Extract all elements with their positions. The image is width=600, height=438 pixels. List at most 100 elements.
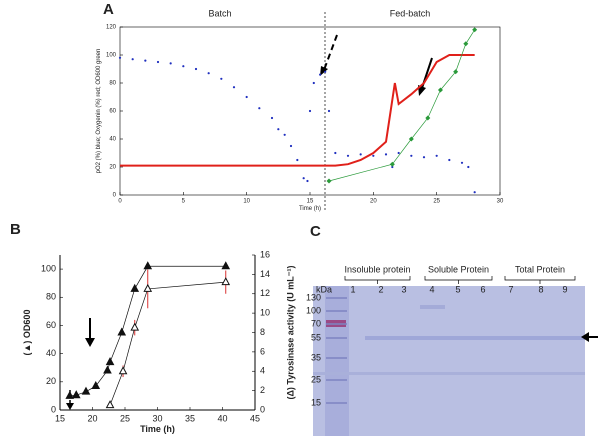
data-point bbox=[105, 357, 115, 366]
data-point bbox=[117, 327, 127, 336]
data-point bbox=[334, 151, 337, 155]
lane-label: 7 bbox=[508, 284, 513, 294]
data-point bbox=[143, 261, 153, 270]
x-tick-label: 20 bbox=[87, 413, 97, 423]
data-point bbox=[277, 128, 280, 131]
data-point bbox=[467, 165, 470, 169]
data-point bbox=[182, 65, 185, 68]
x-axis-label: Time (h) bbox=[140, 424, 175, 434]
y2-tick-label: 16 bbox=[260, 249, 270, 259]
data-point bbox=[270, 116, 274, 120]
annotation: Fed-batch bbox=[390, 8, 431, 18]
x-tick-label: 20 bbox=[370, 199, 377, 205]
group-bracket bbox=[424, 276, 493, 284]
data-point bbox=[327, 109, 331, 113]
data-point bbox=[221, 261, 231, 270]
data-point bbox=[460, 161, 464, 164]
data-point bbox=[435, 154, 438, 157]
data-point bbox=[71, 390, 81, 399]
data-point bbox=[448, 158, 451, 162]
y-tick-label: 20 bbox=[46, 376, 56, 386]
y2-tick-label: 12 bbox=[260, 288, 270, 298]
marker-label: 15 bbox=[311, 397, 321, 407]
y-tick-label: 100 bbox=[106, 53, 117, 59]
gel-band bbox=[313, 372, 585, 375]
y2-tick-label: 10 bbox=[260, 308, 270, 318]
data-point bbox=[91, 380, 101, 390]
marker-label: 55 bbox=[311, 332, 321, 342]
data-point bbox=[289, 144, 293, 148]
y2-tick-label: 4 bbox=[260, 366, 265, 376]
marker-label: 70 bbox=[311, 318, 321, 328]
lane-label: 5 bbox=[455, 284, 460, 294]
data-point bbox=[169, 62, 172, 65]
data-point bbox=[397, 151, 400, 155]
data-point bbox=[306, 179, 309, 183]
y-tick-label: 60 bbox=[109, 109, 116, 115]
y-tick-label: 40 bbox=[109, 137, 116, 143]
group-bracket bbox=[504, 276, 576, 284]
series-line bbox=[69, 265, 226, 397]
data-point bbox=[312, 81, 315, 85]
data-point bbox=[130, 283, 140, 292]
y-tick-label: 0 bbox=[51, 404, 56, 414]
y2-tick-label: 8 bbox=[260, 327, 265, 337]
lane-label: 2 bbox=[378, 284, 383, 294]
data-point bbox=[296, 158, 299, 162]
y2-axis-label: (Δ) Tyrosinase activity (U mL⁻¹) bbox=[285, 265, 295, 399]
data-point bbox=[105, 400, 115, 409]
x-tick-label: 10 bbox=[243, 199, 250, 205]
x-tick-label: 15 bbox=[307, 199, 314, 205]
panel-label: A bbox=[103, 1, 114, 18]
marker-label: 25 bbox=[311, 374, 321, 384]
data-point bbox=[372, 154, 375, 157]
y-tick-label: 20 bbox=[109, 165, 116, 171]
y-tick-label: 0 bbox=[113, 193, 117, 199]
lane-label: 3 bbox=[401, 284, 406, 294]
x-tick-label: 45 bbox=[250, 413, 260, 423]
gel-band bbox=[365, 336, 585, 340]
gel-band bbox=[420, 305, 445, 309]
group-bracket bbox=[344, 276, 411, 284]
x-tick-label: 40 bbox=[217, 413, 227, 423]
group-label: Total Protein bbox=[515, 264, 565, 274]
data-point bbox=[408, 136, 414, 142]
data-point bbox=[384, 153, 388, 156]
data-point bbox=[81, 386, 91, 395]
data-point bbox=[463, 41, 469, 47]
kda-label: kDa bbox=[316, 284, 332, 294]
data-point bbox=[118, 366, 128, 375]
data-point bbox=[324, 70, 327, 73]
y2-tick-label: 2 bbox=[260, 385, 265, 395]
y2-tick-label: 14 bbox=[260, 269, 270, 279]
data-point bbox=[283, 133, 286, 136]
data-point bbox=[156, 60, 160, 64]
x-tick-label: 25 bbox=[433, 199, 440, 205]
data-point bbox=[131, 58, 134, 61]
arrowhead bbox=[85, 338, 95, 347]
marker-label: 35 bbox=[311, 352, 321, 362]
y2-tick-label: 0 bbox=[260, 404, 265, 414]
arrowhead bbox=[581, 332, 589, 342]
x-tick-label: 30 bbox=[497, 199, 504, 205]
data-point bbox=[308, 109, 312, 113]
data-point bbox=[391, 165, 394, 169]
data-point bbox=[319, 73, 322, 76]
panel-label: C bbox=[310, 223, 321, 240]
lane-label: 1 bbox=[350, 284, 355, 294]
data-point bbox=[258, 107, 261, 110]
arrow bbox=[323, 34, 338, 71]
x-tick-label: 25 bbox=[120, 413, 130, 423]
data-point bbox=[437, 87, 443, 93]
data-point bbox=[207, 72, 210, 75]
x-tick-label: 35 bbox=[185, 413, 195, 423]
x-tick-label: 30 bbox=[152, 413, 162, 423]
annotation: Batch bbox=[208, 8, 231, 18]
x-tick-label: 0 bbox=[118, 199, 122, 205]
panel-label: B bbox=[10, 221, 21, 238]
data-point bbox=[65, 390, 75, 399]
lane-label: 8 bbox=[538, 284, 543, 294]
data-point bbox=[425, 115, 431, 121]
